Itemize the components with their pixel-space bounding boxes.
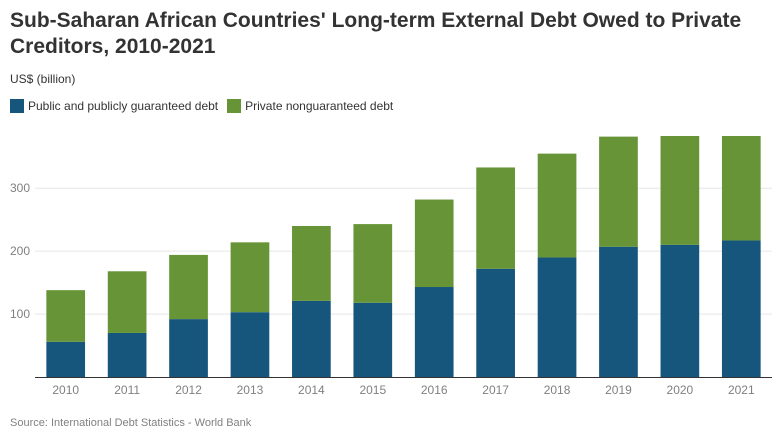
chart-title: Sub-Saharan African Countries' Long-term… (10, 9, 742, 58)
gridlines (35, 187, 772, 315)
y-tick-label: 100 (10, 307, 30, 321)
bar-segment-png-2017[interactable] (476, 167, 515, 269)
bar-segment-ppg-2014[interactable] (292, 300, 331, 377)
legend-swatch-ppg (10, 99, 24, 113)
bar-segment-ppg-2016[interactable] (414, 287, 454, 377)
bars (46, 136, 761, 377)
legend-label-png: Private nonguaranteed debt (245, 99, 394, 113)
x-tick-label: 2018 (544, 383, 571, 397)
bar-segment-ppg-2010[interactable] (46, 341, 86, 377)
bar-segment-ppg-2011[interactable] (107, 332, 147, 377)
x-tick-label: 2010 (52, 383, 79, 397)
bar-segment-png-2014[interactable] (292, 225, 331, 301)
legend-item-ppg[interactable]: Public and publicly guaranteed debt (10, 99, 218, 113)
x-tick-label: 2011 (114, 383, 140, 397)
x-tick-label: 2015 (359, 383, 386, 397)
bar-segment-ppg-2019[interactable] (599, 246, 638, 377)
bar-segment-png-2012[interactable] (169, 254, 208, 320)
x-tick-label: 2017 (482, 383, 509, 397)
x-tick-label: 2021 (728, 383, 755, 397)
legend-swatch-png (227, 99, 242, 113)
bar-segment-ppg-2015[interactable] (353, 302, 393, 377)
x-tick-label: 2020 (667, 383, 694, 397)
bar-segment-png-2016[interactable] (414, 199, 454, 288)
bar-segment-ppg-2018[interactable] (537, 257, 577, 377)
bar-segment-ppg-2013[interactable] (230, 312, 270, 377)
bar-segment-ppg-2021[interactable] (721, 240, 761, 377)
stacked-bar-chart: 100 200 300 2010 2011 2012 2013 2014 2015 2016 201… (10, 136, 772, 397)
bar-segment-ppg-2012[interactable] (169, 319, 208, 377)
x-tick-label: 2016 (421, 383, 448, 397)
bar-segment-png-2019[interactable] (599, 136, 638, 247)
x-tick-label: 2012 (175, 383, 202, 397)
x-tick-label: 2013 (237, 383, 264, 397)
y-axis-unit-label: US$ (billion) (10, 72, 76, 86)
legend-label-ppg: Public and publicly guaranteed debt (28, 99, 219, 113)
bar-segment-png-2010[interactable] (46, 290, 86, 342)
bar-segment-png-2020[interactable] (660, 136, 700, 245)
source-note: Source: International Debt Statistics - … (10, 417, 252, 429)
axes: 100 200 300 2010 2011 2012 2013 2014 2015 2016 201… (10, 181, 772, 397)
bar-segment-png-2013[interactable] (230, 242, 270, 313)
chart-legend: Public and publicly guaranteed debt Priv… (10, 99, 402, 113)
bar-segment-png-2021[interactable] (721, 136, 761, 241)
bar-segment-png-2015[interactable] (353, 224, 393, 303)
bar-segment-png-2018[interactable] (537, 153, 577, 258)
x-tick-label: 2014 (298, 383, 325, 397)
bar-segment-png-2011[interactable] (107, 271, 147, 333)
x-tick-label: 2019 (605, 383, 632, 397)
y-tick-label: 300 (10, 181, 30, 195)
y-tick-label: 200 (10, 244, 30, 258)
bar-segment-ppg-2020[interactable] (660, 244, 700, 377)
legend-item-png[interactable]: Private nonguaranteed debt (227, 99, 393, 113)
bar-segment-ppg-2017[interactable] (476, 268, 515, 377)
